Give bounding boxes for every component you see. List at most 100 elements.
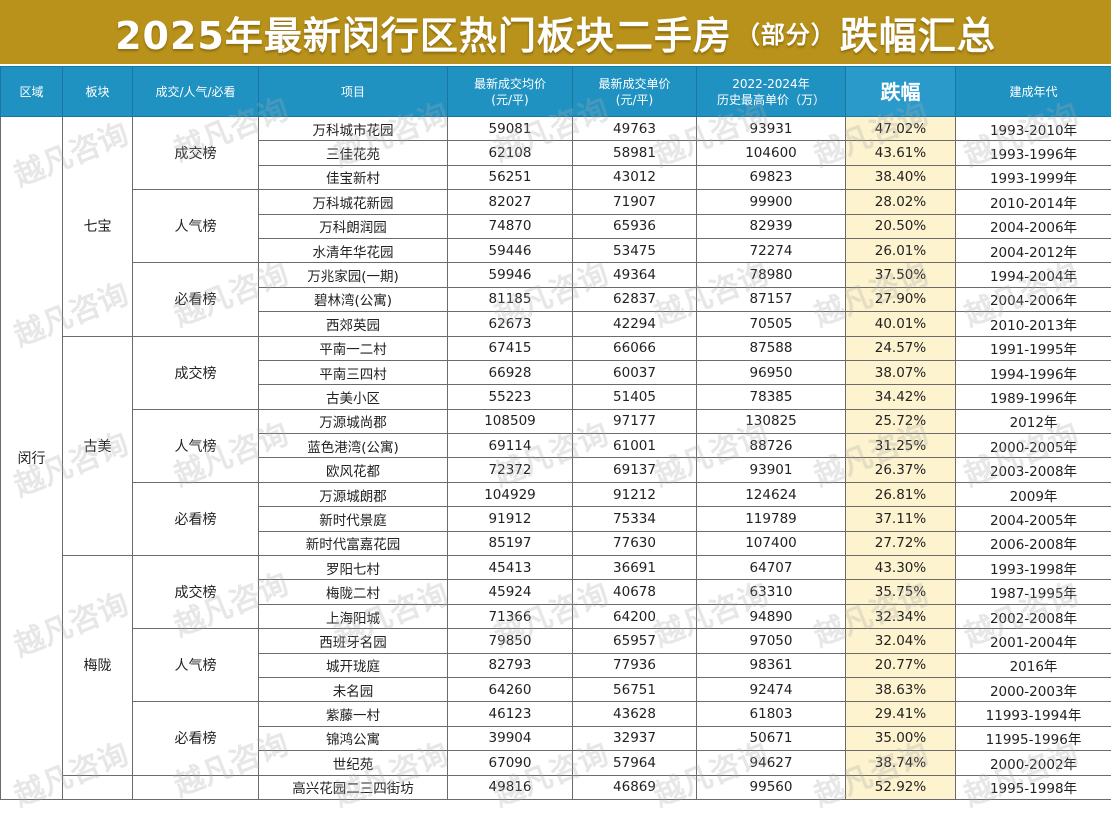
unit-price-cell: 53475 xyxy=(573,238,697,262)
unit-price-cell: 64200 xyxy=(573,604,697,628)
fluctuation-cell: 32.34% xyxy=(846,604,956,628)
project-cell: 三佳花苑 xyxy=(259,141,448,165)
built-year-cell: 2000-2003年 xyxy=(956,677,1111,701)
hist-high-cell: 130825 xyxy=(697,409,846,433)
unit-price-cell: 69137 xyxy=(573,458,697,482)
avg-price-cell: 66928 xyxy=(448,360,573,384)
title-end: 跌幅汇总 xyxy=(840,5,996,60)
project-cell: 平南三四村 xyxy=(259,360,448,384)
hist-high-cell: 124624 xyxy=(697,482,846,506)
title-sub: （部分） xyxy=(736,15,836,50)
avg-price-cell: 79850 xyxy=(448,629,573,653)
table-container: 区域 板块 成交/人气/必看 项目 最新成交均价 (元/平) 最新成交单价 (元… xyxy=(0,66,1111,800)
district-cell: 闵行 xyxy=(1,117,63,800)
hist-high-cell: 96950 xyxy=(697,360,846,384)
fluctuation-cell: 32.04% xyxy=(846,629,956,653)
built-year-cell: 1993-1999年 xyxy=(956,165,1111,189)
project-cell: 梅陇二村 xyxy=(259,580,448,604)
category-cell: 必看榜 xyxy=(133,263,259,336)
hist-high-cell: 93901 xyxy=(697,458,846,482)
built-year-cell: 11993-1994年 xyxy=(956,702,1111,726)
unit-price-cell: 40678 xyxy=(573,580,697,604)
fluctuation-cell: 20.50% xyxy=(846,214,956,238)
unit-price-cell: 46869 xyxy=(573,775,697,799)
unit-price-cell: 62837 xyxy=(573,287,697,311)
fluctuation-cell: 52.92% xyxy=(846,775,956,799)
avg-price-cell: 91912 xyxy=(448,507,573,531)
avg-price-cell: 69114 xyxy=(448,434,573,458)
project-cell: 万科城花新园 xyxy=(259,190,448,214)
unit-price-cell: 75334 xyxy=(573,507,697,531)
fluctuation-cell: 38.40% xyxy=(846,165,956,189)
category-cell: 必看榜 xyxy=(133,702,259,775)
header-project: 项目 xyxy=(259,67,448,117)
built-year-cell: 2016年 xyxy=(956,653,1111,677)
unit-price-cell: 49763 xyxy=(573,117,697,141)
avg-price-cell: 72372 xyxy=(448,458,573,482)
block-cell xyxy=(63,775,133,799)
fluctuation-cell: 29.41% xyxy=(846,702,956,726)
project-cell: 高兴花园二三四街坊 xyxy=(259,775,448,799)
unit-price-cell: 66066 xyxy=(573,336,697,360)
built-year-cell: 2006-2008年 xyxy=(956,531,1111,555)
unit-price-cell: 91212 xyxy=(573,482,697,506)
built-year-cell: 1989-1996年 xyxy=(956,385,1111,409)
avg-price-cell: 59446 xyxy=(448,238,573,262)
fluctuation-cell: 31.25% xyxy=(846,434,956,458)
unit-price-cell: 57964 xyxy=(573,751,697,775)
hist-high-cell: 82939 xyxy=(697,214,846,238)
avg-price-cell: 46123 xyxy=(448,702,573,726)
built-year-cell: 2000-2005年 xyxy=(956,434,1111,458)
project-cell: 紫藤一村 xyxy=(259,702,448,726)
unit-price-cell: 36691 xyxy=(573,556,697,580)
hist-high-cell: 88726 xyxy=(697,434,846,458)
unit-price-cell: 43012 xyxy=(573,165,697,189)
header-category: 成交/人气/必看 xyxy=(133,67,259,117)
unit-price-cell: 97177 xyxy=(573,409,697,433)
hist-high-cell: 104600 xyxy=(697,141,846,165)
header-row: 区域 板块 成交/人气/必看 项目 最新成交均价 (元/平) 最新成交单价 (元… xyxy=(1,67,1111,117)
fluctuation-cell: 47.02% xyxy=(846,117,956,141)
built-year-cell: 2010-2014年 xyxy=(956,190,1111,214)
project-cell: 城开珑庭 xyxy=(259,653,448,677)
unit-price-cell: 43628 xyxy=(573,702,697,726)
hist-high-cell: 69823 xyxy=(697,165,846,189)
header-district: 区域 xyxy=(1,67,63,117)
fluctuation-cell: 26.01% xyxy=(846,238,956,262)
hist-high-cell: 63310 xyxy=(697,580,846,604)
avg-price-cell: 59946 xyxy=(448,263,573,287)
hist-high-cell: 64707 xyxy=(697,556,846,580)
unit-price-cell: 71907 xyxy=(573,190,697,214)
avg-price-cell: 104929 xyxy=(448,482,573,506)
built-year-cell: 2010-2013年 xyxy=(956,312,1111,336)
project-cell: 万源城尚郡 xyxy=(259,409,448,433)
category-cell: 必看榜 xyxy=(133,482,259,555)
built-year-cell: 2003-2008年 xyxy=(956,458,1111,482)
hist-high-cell: 87588 xyxy=(697,336,846,360)
category-cell: 人气榜 xyxy=(133,409,259,482)
avg-price-cell: 55223 xyxy=(448,385,573,409)
header-fluctuation: 跌幅 xyxy=(846,67,956,117)
built-year-cell: 2012年 xyxy=(956,409,1111,433)
project-cell: 碧林湾(公寓) xyxy=(259,287,448,311)
project-cell: 万兆家园(一期) xyxy=(259,263,448,287)
avg-price-cell: 67090 xyxy=(448,751,573,775)
fluctuation-cell: 27.72% xyxy=(846,531,956,555)
avg-price-cell: 62108 xyxy=(448,141,573,165)
fluctuation-cell: 24.57% xyxy=(846,336,956,360)
hist-high-cell: 93931 xyxy=(697,117,846,141)
fluctuation-cell: 26.37% xyxy=(846,458,956,482)
project-cell: 西郊英园 xyxy=(259,312,448,336)
title-main: 2025年最新闵行区热门板块二手房 xyxy=(115,5,732,60)
built-year-cell: 2004-2005年 xyxy=(956,507,1111,531)
hist-high-cell: 94890 xyxy=(697,604,846,628)
